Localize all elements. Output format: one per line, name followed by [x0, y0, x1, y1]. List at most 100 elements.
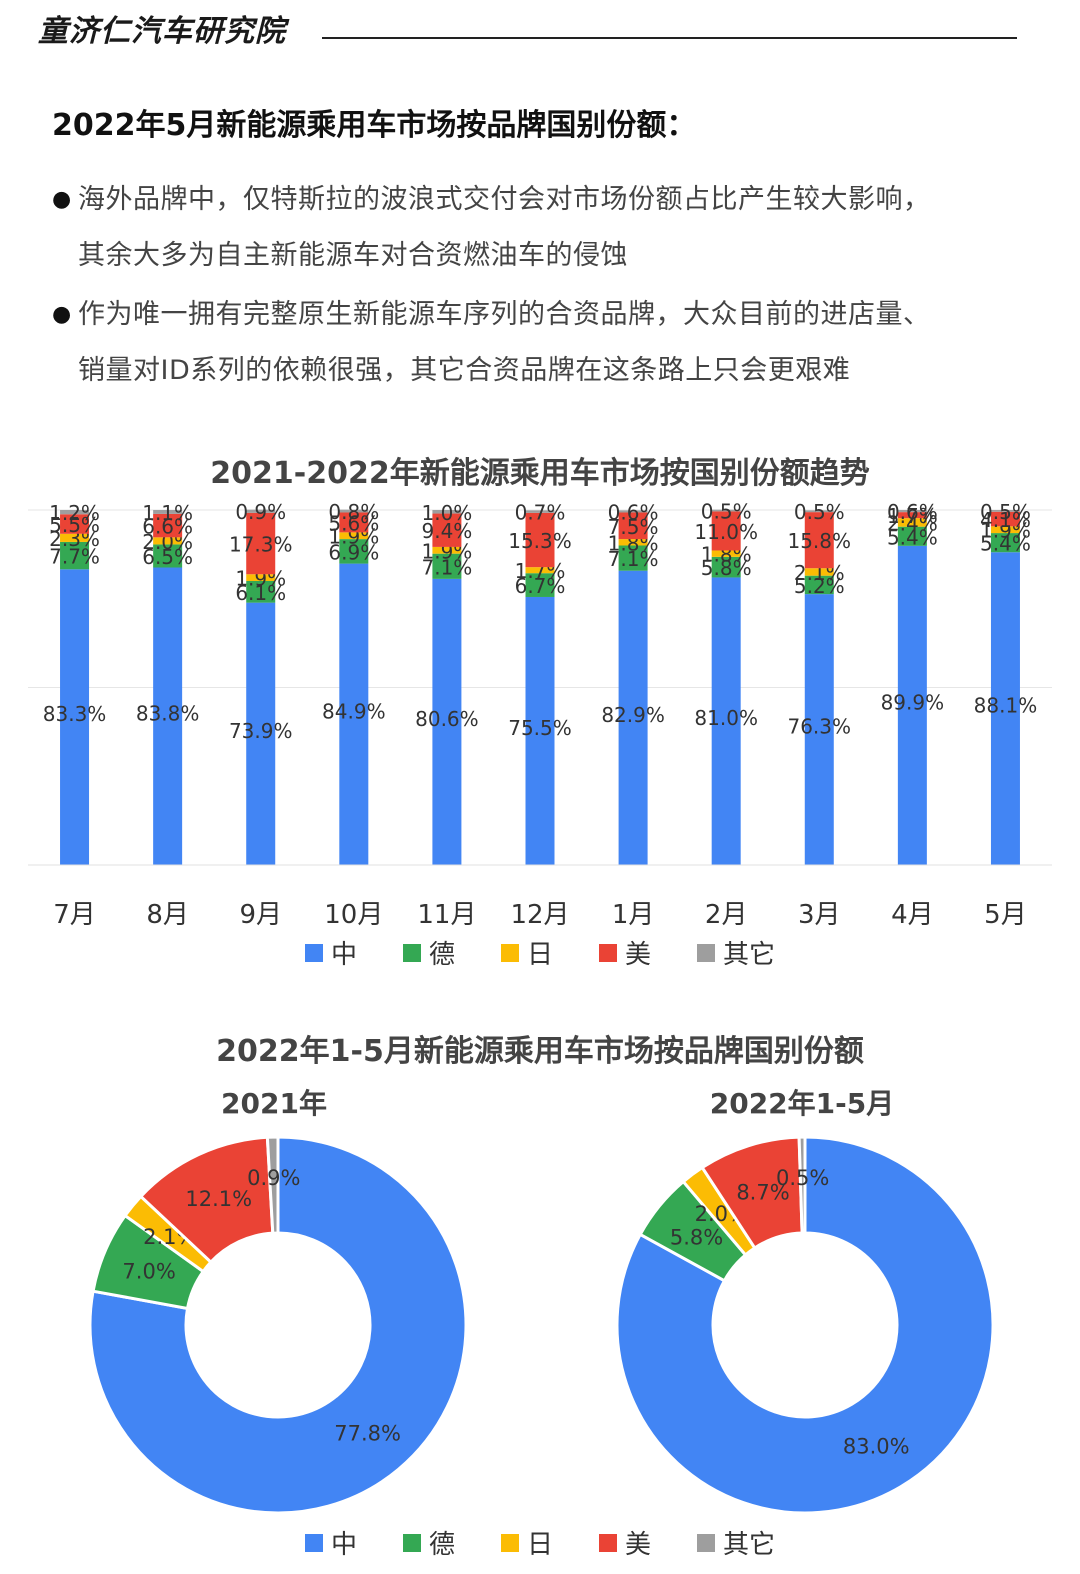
legend-swatch [500, 943, 519, 962]
bar-segment-日 [618, 539, 648, 546]
bar-segment-德 [618, 545, 648, 571]
bar-segment-美 [711, 511, 741, 551]
bar-segment-德 [432, 553, 462, 579]
x-tick-label: 7月 [53, 900, 96, 930]
bullet-text-line: 销量对ID系列的依赖很强，其它合资品牌在这条路上只会更艰难 [78, 355, 851, 386]
bar-data-label: 83.3% [43, 702, 107, 726]
bar-data-label: 73.9% [229, 719, 293, 743]
legend-item: 日 [500, 1524, 553, 1561]
bar-data-label: 15.8% [787, 529, 851, 553]
bar-segment-美 [525, 512, 555, 568]
bar-segment-中 [897, 545, 927, 865]
x-tick-label: 4月 [891, 900, 934, 930]
donut-data-label: 0.9% [247, 1166, 300, 1190]
legend-swatch [599, 1533, 617, 1552]
bar-data-label: 80.6% [415, 707, 479, 731]
bar-data-label: 0.6% [608, 500, 659, 524]
bar-data-label: 0.5% [794, 500, 845, 524]
header-divider [322, 37, 1017, 39]
donut-slice-其它 [265, 1135, 280, 1235]
bar-segment-日 [339, 532, 369, 540]
bullet-dot-icon: ● [52, 302, 72, 327]
donut-data-label: 0.5% [776, 1166, 829, 1190]
donut-data-label: 7.0% [122, 1259, 175, 1283]
bar-segment-日 [897, 518, 927, 527]
bar-data-label: 88.1% [974, 694, 1038, 718]
bar-segment-中 [618, 570, 648, 865]
bar-segment-其它 [525, 510, 555, 513]
legend-item: 美 [599, 934, 651, 971]
donut-slice-中 [615, 1135, 995, 1515]
donut-data-label: 8.7% [736, 1180, 789, 1204]
bar-data-label: 5.4% [980, 532, 1031, 556]
bar-segment-中 [153, 567, 183, 865]
bar-data-label: 7.7% [49, 545, 100, 569]
bar-data-label: 1.0% [422, 501, 473, 525]
bar-segment-德 [153, 544, 183, 568]
bar-data-label: 5.8% [701, 556, 752, 580]
bar-segment-美 [246, 512, 276, 575]
x-tick-label: 1月 [612, 900, 655, 930]
bar-segment-日 [711, 550, 741, 557]
x-tick-label: 3月 [798, 900, 841, 930]
donut-subtitle-2022: 2022年1-5月 [709, 1087, 895, 1120]
bar-segment-美 [897, 512, 927, 519]
bullet-item: ● 作为唯一拥有完整原生新能源车序列的合资品牌，大众目前的进店量、 销量对ID系… [52, 287, 1052, 399]
legend-item: 中 [304, 934, 357, 971]
bar-data-label: 89.9% [881, 690, 945, 714]
bar-segment-德 [711, 556, 741, 578]
bar-data-label: 0.5% [701, 500, 752, 524]
bar-segment-美 [153, 513, 183, 538]
legend-item: 其它 [697, 934, 775, 971]
bar-segment-德 [990, 533, 1020, 553]
bar-data-label: 82.9% [601, 703, 665, 727]
donut-slice-中 [88, 1135, 468, 1515]
page-heading: 2022年5月新能源乘用车市场按品牌国别份额： [52, 108, 697, 143]
donut-chart-title: 2022年1-5月新能源乘用车市场按品牌国别份额 [216, 1034, 864, 1069]
bar-segment-美 [339, 512, 369, 533]
bar-data-label: 11.0% [694, 520, 758, 544]
legend-label: 其它 [723, 940, 776, 970]
bar-data-label: 7.1% [608, 547, 659, 571]
bar-segment-德 [339, 539, 369, 564]
bar-segment-中 [990, 552, 1020, 865]
legend-label: 美 [625, 1530, 652, 1560]
donut-slice-其它 [797, 1135, 807, 1235]
bar-data-label: 5.4% [887, 525, 938, 549]
donut-data-label: 5.8% [670, 1225, 723, 1249]
bar-data-label: 7.1% [422, 555, 473, 579]
bar-segment-日 [60, 533, 90, 542]
bar-segment-日 [432, 546, 462, 554]
bar-chart-legend: 中 德 日 美 其它 [0, 934, 1080, 971]
bar-segment-中 [432, 578, 462, 865]
bar-data-label: 4.1% [980, 508, 1031, 532]
x-tick-label: 8月 [146, 900, 189, 930]
bar-segment-其它 [153, 510, 183, 514]
bar-data-label: 0.6% [887, 500, 938, 524]
bar-data-label: 0.5% [980, 500, 1031, 524]
bullet-list: ● 海外品牌中，仅特斯拉的波浪式交付会对市场份额占比产生较大影响， 其余大多为自… [52, 172, 1052, 402]
bar-data-label: 83.8% [136, 701, 200, 725]
bar-data-label: 5.6% [328, 511, 379, 535]
bar-data-label: 5.2% [794, 574, 845, 598]
bullet-text-line: 作为唯一拥有完整原生新能源车序列的合资品牌，大众目前的进店量、 [78, 299, 931, 330]
legend-item: 中 [304, 1524, 357, 1561]
bar-data-label: 0.9% [235, 500, 286, 524]
bar-segment-美 [990, 511, 1020, 527]
legend-label: 其它 [723, 1530, 776, 1560]
legend-label: 德 [428, 1530, 455, 1560]
bar-data-label: 0.8% [328, 500, 379, 524]
bar-data-label: 81.0% [694, 706, 758, 730]
legend-swatch [402, 1533, 421, 1552]
bullet-dot-icon: ● [52, 187, 72, 212]
bar-segment-其它 [60, 510, 90, 515]
legend-item: 德 [402, 1524, 455, 1561]
bar-segment-其它 [711, 509, 741, 512]
bar-data-label: 75.5% [508, 716, 572, 740]
bar-segment-其它 [990, 510, 1020, 512]
bar-data-label: 6.9% [328, 540, 379, 564]
bar-segment-美 [804, 512, 834, 569]
bar-data-label: 0.7% [515, 501, 566, 525]
donut-data-label: 77.8% [334, 1422, 401, 1446]
x-tick-label: 2月 [705, 900, 748, 930]
